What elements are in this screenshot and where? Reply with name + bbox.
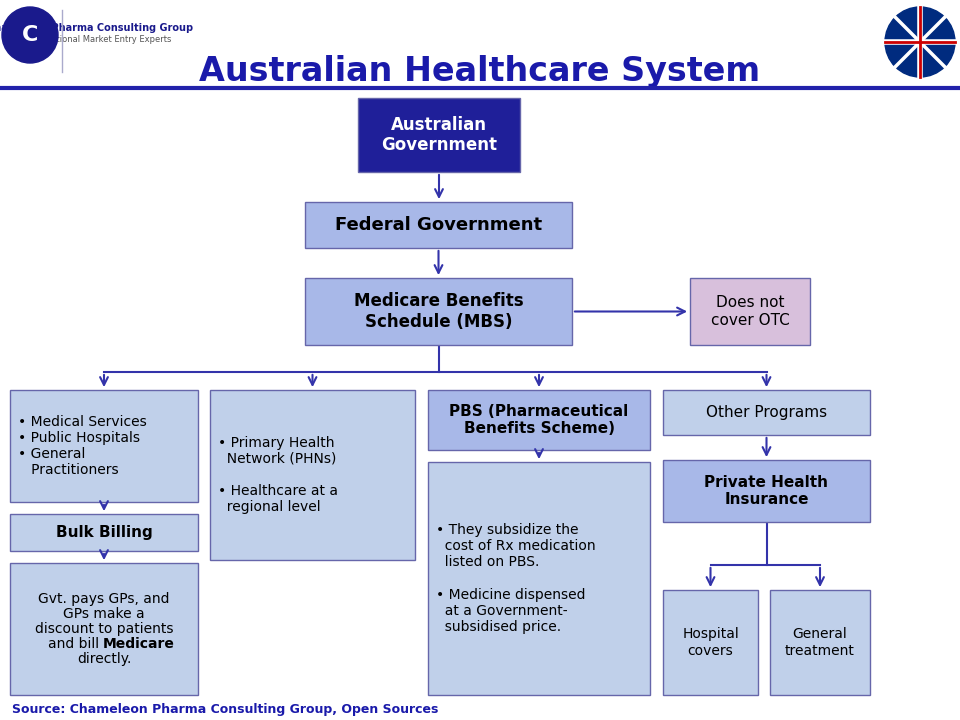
FancyBboxPatch shape xyxy=(305,202,572,248)
Text: Private Health
Insurance: Private Health Insurance xyxy=(705,474,828,507)
Text: Federal Government: Federal Government xyxy=(335,216,542,234)
FancyBboxPatch shape xyxy=(305,278,572,345)
Text: Gvt. pays GPs, and: Gvt. pays GPs, and xyxy=(38,592,170,606)
FancyBboxPatch shape xyxy=(428,390,650,450)
FancyBboxPatch shape xyxy=(663,390,870,435)
Text: Medicare Benefits
Schedule (MBS): Medicare Benefits Schedule (MBS) xyxy=(353,292,523,331)
FancyBboxPatch shape xyxy=(10,390,198,502)
Text: The International Market Entry Experts: The International Market Entry Experts xyxy=(9,35,172,45)
Text: C: C xyxy=(22,25,38,45)
Text: Medicare: Medicare xyxy=(103,637,175,651)
Text: Hospital
covers: Hospital covers xyxy=(683,627,739,657)
FancyBboxPatch shape xyxy=(690,278,810,345)
FancyBboxPatch shape xyxy=(663,590,758,695)
FancyBboxPatch shape xyxy=(10,514,198,551)
Text: Australian
Government: Australian Government xyxy=(381,116,497,154)
Text: and bill: and bill xyxy=(47,637,103,651)
Text: • Primary Health
  Network (PHNs)

• Healthcare at a
  regional level: • Primary Health Network (PHNs) • Health… xyxy=(218,436,338,514)
FancyBboxPatch shape xyxy=(663,460,870,522)
Text: discount to patients: discount to patients xyxy=(35,622,173,636)
FancyBboxPatch shape xyxy=(358,98,520,172)
FancyBboxPatch shape xyxy=(428,462,650,695)
FancyBboxPatch shape xyxy=(10,563,198,695)
FancyBboxPatch shape xyxy=(770,590,870,695)
Text: Does not
cover OTC: Does not cover OTC xyxy=(710,295,789,328)
Text: Source: Chameleon Pharma Consulting Group, Open Sources: Source: Chameleon Pharma Consulting Grou… xyxy=(12,703,439,716)
Text: GPs make a: GPs make a xyxy=(63,607,145,621)
Text: directly.: directly. xyxy=(77,652,132,666)
Circle shape xyxy=(2,7,58,63)
Text: Other Programs: Other Programs xyxy=(706,405,828,420)
Circle shape xyxy=(885,7,955,77)
Text: Bulk Billing: Bulk Billing xyxy=(56,525,153,540)
Text: Australian Healthcare System: Australian Healthcare System xyxy=(200,55,760,89)
Text: • Medical Services
• Public Hospitals
• General
   Practitioners: • Medical Services • Public Hospitals • … xyxy=(18,415,147,477)
Text: PBS (Pharmaceutical
Benefits Scheme): PBS (Pharmaceutical Benefits Scheme) xyxy=(449,404,629,436)
Text: • They subsidize the
  cost of Rx medication
  listed on PBS.

• Medicine dispen: • They subsidize the cost of Rx medicati… xyxy=(436,523,595,634)
Text: Chameleon Pharma Consulting Group: Chameleon Pharma Consulting Group xyxy=(0,23,193,33)
FancyBboxPatch shape xyxy=(210,390,415,560)
Text: General
treatment: General treatment xyxy=(785,627,855,657)
